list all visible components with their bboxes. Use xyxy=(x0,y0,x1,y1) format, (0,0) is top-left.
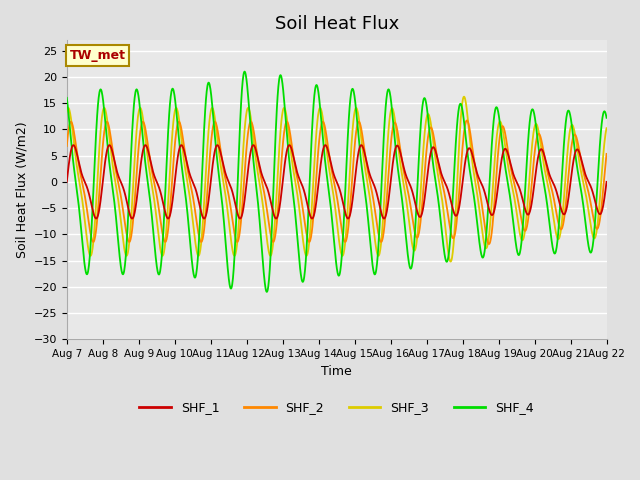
SHF_2 xyxy=(420,175,428,180)
Legend: SHF_1, SHF_2, SHF_3, SHF_4: SHF_1, SHF_2, SHF_3, SHF_4 xyxy=(134,396,539,420)
Title: Soil Heat Flux: Soil Heat Flux xyxy=(275,15,399,33)
SHF_2 xyxy=(183,162,191,168)
SHF_1 xyxy=(170,188,177,194)
SHF_1 xyxy=(492,202,499,207)
SHF_4 xyxy=(183,204,191,210)
SHF_2 xyxy=(603,151,611,157)
SHF_4 xyxy=(263,289,271,295)
SHF_2 xyxy=(170,156,177,162)
SHF_2 xyxy=(463,118,471,123)
SHF_3 xyxy=(183,176,191,182)
SHF_1 xyxy=(603,179,611,185)
SHF_1 xyxy=(540,149,547,155)
SHF_1 xyxy=(421,192,429,198)
Line: SHF_4: SHF_4 xyxy=(67,72,607,292)
Line: SHF_1: SHF_1 xyxy=(67,145,607,218)
SHF_3 xyxy=(540,158,547,164)
SHF_4 xyxy=(63,95,70,101)
SHF_3 xyxy=(243,107,251,112)
Y-axis label: Soil Heat Flux (W/m2): Soil Heat Flux (W/m2) xyxy=(15,121,28,258)
SHF_1 xyxy=(183,160,191,166)
SHF_2 xyxy=(540,146,547,152)
SHF_2 xyxy=(492,184,499,190)
SHF_3 xyxy=(170,116,177,122)
SHF_4 xyxy=(421,96,429,102)
SHF_3 xyxy=(460,94,468,99)
X-axis label: Time: Time xyxy=(321,365,352,378)
Text: TW_met: TW_met xyxy=(70,49,125,62)
SHF_4 xyxy=(244,87,252,93)
SHF_3 xyxy=(492,147,499,153)
SHF_2 xyxy=(63,143,70,149)
SHF_4 xyxy=(492,106,499,111)
SHF_4 xyxy=(540,177,547,182)
SHF_4 xyxy=(241,69,248,74)
SHF_1 xyxy=(63,179,70,185)
Line: SHF_3: SHF_3 xyxy=(67,96,607,262)
SHF_1 xyxy=(272,216,280,221)
SHF_1 xyxy=(243,174,251,180)
Line: SHF_2: SHF_2 xyxy=(67,120,607,244)
SHF_2 xyxy=(485,241,493,247)
SHF_3 xyxy=(603,125,611,131)
SHF_1 xyxy=(357,142,365,148)
SHF_4 xyxy=(603,115,611,120)
SHF_3 xyxy=(420,134,428,140)
SHF_3 xyxy=(447,259,454,264)
SHF_3 xyxy=(63,108,70,114)
SHF_4 xyxy=(170,88,177,94)
SHF_2 xyxy=(243,138,251,144)
